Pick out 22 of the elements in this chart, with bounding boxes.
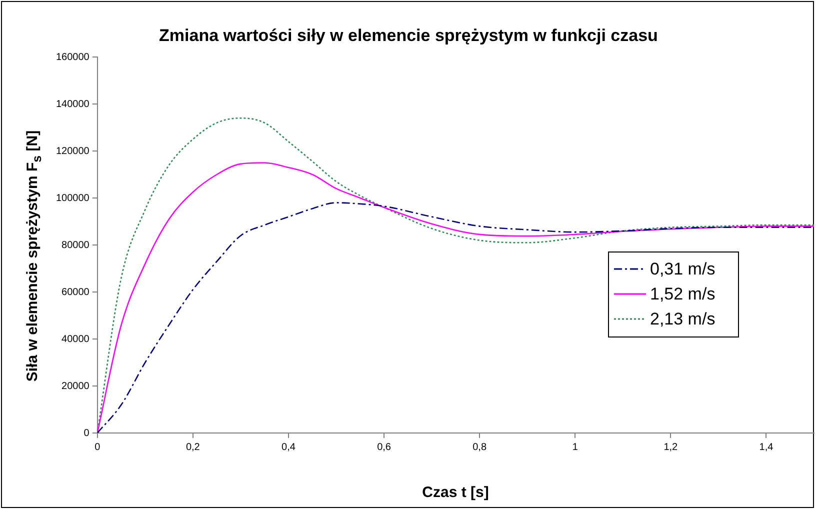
x-axis-title: Czas t [s] xyxy=(421,484,490,501)
x-tick-label: 0,4 xyxy=(282,442,296,453)
y-tick-label: 20000 xyxy=(62,380,90,392)
chart-title: Zmiana wartości siły w elemencie sprężystym w funkcji czasu xyxy=(158,26,659,46)
legend-label: 0,31 m/s xyxy=(650,260,716,279)
y-tick-label: 60000 xyxy=(62,286,90,298)
x-tick-label: 1,4 xyxy=(759,442,774,453)
legend-label: 2,13 m/s xyxy=(650,310,716,329)
y-tick-label: 40000 xyxy=(62,334,90,345)
x-tick-label: 0,2 xyxy=(186,442,200,453)
x-tick-label: 0,6 xyxy=(377,442,392,453)
x-tick-label: 0 xyxy=(94,442,101,453)
y-tick-label: 0 xyxy=(84,428,90,439)
y-tick-label: 160000 xyxy=(56,52,90,63)
x-tick-label: 1,2 xyxy=(664,442,678,453)
x-tick-label: 0,8 xyxy=(472,442,487,453)
y-tick-label: 80000 xyxy=(62,240,90,251)
x-tick-label: 1 xyxy=(572,442,578,453)
y-tick-label: 120000 xyxy=(56,146,90,157)
legend-label: 1,52 m/s xyxy=(650,284,716,304)
y-tick-label: 100000 xyxy=(56,192,90,204)
y-tick-label: 140000 xyxy=(56,98,90,110)
